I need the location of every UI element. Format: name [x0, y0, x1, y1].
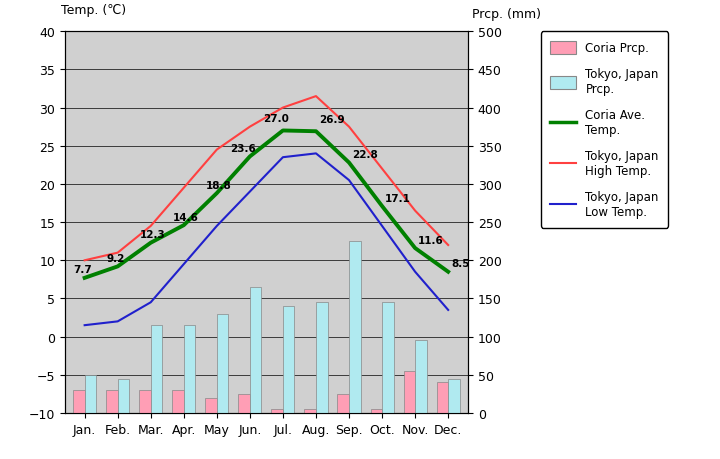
Bar: [305, 409, 316, 413]
Text: 26.9: 26.9: [319, 114, 344, 124]
Text: 22.8: 22.8: [352, 150, 377, 160]
Bar: [106, 390, 117, 413]
Bar: [316, 302, 328, 413]
Bar: [436, 383, 448, 413]
Bar: [205, 398, 217, 413]
Text: Prcp. (mm): Prcp. (mm): [472, 8, 541, 21]
Text: 18.8: 18.8: [206, 180, 231, 190]
Bar: [415, 341, 427, 413]
Text: 27.0: 27.0: [264, 113, 289, 123]
Bar: [85, 375, 96, 413]
Bar: [117, 379, 130, 413]
Text: 12.3: 12.3: [140, 230, 166, 240]
Bar: [139, 390, 150, 413]
Text: 9.2: 9.2: [107, 253, 125, 263]
Bar: [184, 325, 195, 413]
Text: 14.6: 14.6: [173, 212, 199, 222]
Bar: [172, 390, 184, 413]
Bar: [238, 394, 250, 413]
Text: 11.6: 11.6: [418, 235, 444, 245]
Text: 17.1: 17.1: [385, 193, 410, 203]
Bar: [448, 379, 460, 413]
Text: 7.7: 7.7: [73, 265, 92, 274]
Bar: [271, 409, 283, 413]
Text: 8.5: 8.5: [451, 258, 469, 269]
Bar: [250, 287, 261, 413]
Bar: [349, 241, 361, 413]
Legend: Coria Prcp., Tokyo, Japan
Prcp., Coria Ave.
Temp., Tokyo, Japan
High Temp., Toky: Coria Prcp., Tokyo, Japan Prcp., Coria A…: [541, 32, 668, 228]
Text: Temp. (℃): Temp. (℃): [60, 4, 126, 17]
Bar: [403, 371, 415, 413]
Bar: [217, 314, 228, 413]
Bar: [73, 390, 85, 413]
Bar: [338, 394, 349, 413]
Bar: [283, 307, 294, 413]
Text: 23.6: 23.6: [230, 144, 256, 154]
Bar: [371, 409, 382, 413]
Bar: [150, 325, 162, 413]
Bar: [382, 302, 394, 413]
